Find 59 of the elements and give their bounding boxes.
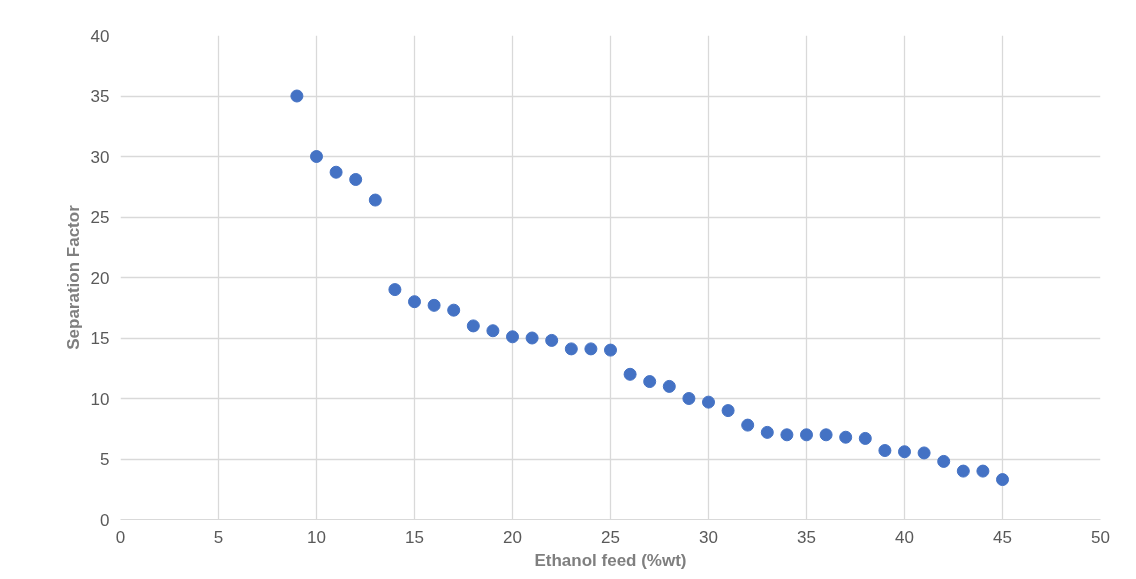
point: [643, 375, 657, 389]
point: [917, 446, 931, 460]
x-tick-label: 30: [699, 527, 718, 547]
y-tick-label: 40: [90, 26, 110, 46]
point: [819, 428, 833, 442]
point: [329, 165, 343, 179]
point: [349, 173, 363, 186]
point: [525, 331, 539, 345]
x-tick-label: 5: [213, 527, 224, 547]
y-tick-label: 0: [100, 510, 110, 530]
x-tick-label: 20: [503, 527, 522, 547]
point: [604, 343, 617, 357]
point: [408, 295, 421, 309]
y-axis-title: Separation Factor: [63, 204, 83, 350]
point: [937, 454, 951, 468]
point: [976, 464, 990, 478]
point: [623, 367, 637, 381]
point: [702, 395, 715, 409]
y-tick-label: 30: [90, 147, 110, 167]
point: [466, 319, 480, 333]
point: [721, 404, 735, 418]
point: [368, 193, 382, 207]
x-tick-label: 0: [115, 527, 126, 547]
y-tick-label: 25: [90, 208, 110, 227]
point: [584, 342, 598, 356]
y-tick-label: 10: [90, 389, 110, 409]
point: [447, 303, 461, 317]
point: [506, 330, 519, 344]
point: [800, 428, 813, 442]
point: [427, 298, 441, 312]
point: [996, 473, 1009, 487]
x-tick-label: 40: [895, 527, 914, 547]
point: [858, 431, 872, 445]
x-tick-label: 35: [797, 527, 816, 547]
point: [388, 283, 402, 297]
y-tick-label: 15: [90, 329, 110, 348]
point: [956, 464, 970, 478]
point: [486, 324, 500, 338]
y-tick-label: 35: [90, 87, 110, 106]
x-tick-label: 10: [307, 527, 326, 547]
x-tick-label: 25: [601, 527, 620, 547]
point: [682, 392, 696, 405]
point: [741, 418, 755, 432]
point: [290, 89, 304, 103]
y-tick-label: 5: [100, 450, 110, 469]
point: [839, 430, 853, 444]
point: [662, 379, 676, 393]
x-tick-label: 45: [993, 527, 1012, 547]
y-tick-label: 20: [90, 268, 110, 288]
point: [545, 333, 559, 347]
point: [898, 445, 911, 459]
x-axis-title: Ethanol feed (%wt): [534, 550, 687, 570]
point: [780, 428, 794, 442]
point: [878, 444, 892, 458]
point: [760, 425, 774, 439]
point: [564, 342, 578, 356]
x-tick-label: 50: [1091, 527, 1110, 547]
point: [310, 150, 323, 163]
x-tick-label: 15: [405, 527, 424, 547]
